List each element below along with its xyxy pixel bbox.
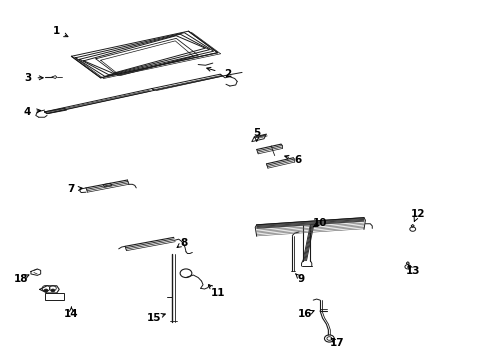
Text: 5: 5 [253,129,260,138]
Text: 7: 7 [67,184,75,194]
Text: 1: 1 [53,26,61,36]
Text: 13: 13 [405,266,419,276]
Text: 12: 12 [409,209,424,219]
Text: 9: 9 [296,274,304,284]
Text: 14: 14 [64,310,79,319]
Text: 15: 15 [147,313,161,323]
Text: 11: 11 [210,288,224,298]
Circle shape [51,289,55,292]
Text: 3: 3 [24,73,31,83]
Text: 18: 18 [14,274,28,284]
Text: 10: 10 [312,218,326,228]
Text: 4: 4 [24,107,31,117]
Text: 2: 2 [224,69,231,79]
Text: 17: 17 [329,338,344,348]
Text: 16: 16 [298,310,312,319]
Text: 6: 6 [294,155,301,165]
Text: 8: 8 [180,238,187,248]
Circle shape [44,289,48,292]
Bar [44,293,64,300]
